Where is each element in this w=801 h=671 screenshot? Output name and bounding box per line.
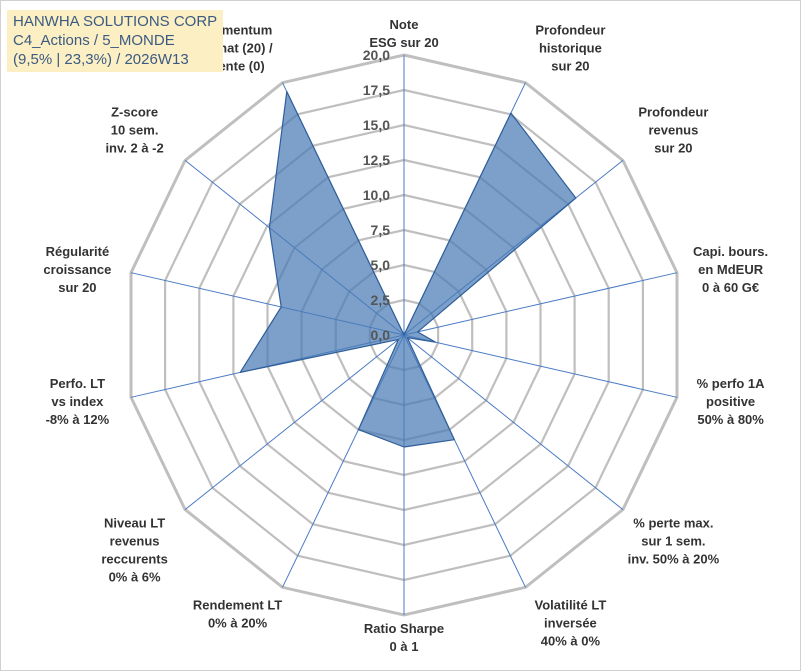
axis-label-layer: Note ESG sur 20 Profondeur historique sur 20… [43, 17, 768, 654]
tick-label-4: 10,0 [363, 187, 390, 203]
title-line-period: (9,5% | 23,3%) / 2026W13 [13, 51, 189, 68]
title-line-category: C4_Actions / 5_MONDE [13, 32, 175, 49]
axis-label-5-line-0: % perte max. [633, 516, 713, 531]
axis-label-5-line-2: inv. 50% à 20% [628, 552, 720, 567]
tick-label-3: 7,5 [371, 222, 391, 238]
axis-label-10-line-0: Perfo. LT [50, 376, 105, 391]
axis-label-2-line-2: sur 20 [654, 140, 692, 155]
axis-spoke-9 [184, 334, 405, 510]
title-box: HANWHA SOLUTIONS CORP C4_Actions / 5_MON… [7, 10, 224, 72]
title-line-company: HANWHA SOLUTIONS CORP [13, 13, 218, 30]
axis-label-3-line-1: en MdEUR [698, 262, 764, 277]
axis-label-12-line-2: inv. 2 à -2 [105, 140, 163, 155]
axis-label-3-line-0: Capi. bours. [693, 244, 768, 259]
axis-label-12-line-0: Z-score [111, 104, 158, 119]
tick-label-layer: 0,0 2,5 5,0 7,5 10,0 12,5 15,0 17,5 20,0 [363, 47, 390, 343]
axis-label-7-line-1: 0 à 1 [390, 639, 419, 654]
axis-label-12-line-1: 10 sem. [111, 122, 159, 137]
tick-label-6: 15,0 [363, 117, 390, 133]
tick-label-1: 2,5 [371, 292, 391, 308]
axis-label-8-line-1: 0% à 20% [208, 616, 268, 631]
axis-label-0-line-1: ESG sur 20 [369, 35, 438, 50]
axis-label-1-line-0: Profondeur [535, 22, 605, 37]
series-area-0 [239, 90, 577, 448]
axis-spoke-4 [403, 334, 678, 398]
tick-label-7: 17,5 [363, 82, 390, 98]
axis-label-4-line-0: % perfo 1A [697, 376, 766, 391]
axis-label-11-line-2: sur 20 [58, 280, 96, 295]
axis-label-6-line-0: Volatilité LT [535, 598, 607, 613]
axis-label-4-line-1: positive [706, 394, 755, 409]
axis-label-13-line-2: Vente (0) [211, 58, 265, 73]
axis-label-8-line-0: Rendement LT [193, 598, 282, 613]
axis-label-3-line-2: 0 à 60 G€ [702, 280, 759, 295]
axis-label-5-line-1: sur 1 sem. [641, 534, 705, 549]
axis-label-11-line-1: croissance [43, 262, 111, 277]
axis-label-9-line-2: reccurents [101, 552, 167, 567]
axis-label-6-line-1: inversée [544, 616, 597, 631]
axis-label-0-line-0: Note [390, 17, 419, 32]
axis-label-9-line-0: Niveau LT [104, 516, 165, 531]
axis-label-1-line-1: historique [539, 40, 602, 55]
series-layer [239, 90, 577, 448]
axis-label-1-line-2: sur 20 [551, 58, 589, 73]
axis-spoke-3 [403, 272, 678, 336]
axis-label-10-line-2: -8% à 12% [46, 412, 110, 427]
axis-label-2-line-1: revenus [648, 122, 698, 137]
axis-label-7-line-0: Ratio Sharpe [364, 621, 444, 636]
axis-label-10-line-1: vs index [51, 394, 104, 409]
axis-label-9-line-3: 0% à 6% [109, 570, 161, 585]
tick-label-0: 0,0 [371, 327, 391, 343]
axis-label-2-line-0: Profondeur [638, 104, 708, 119]
tick-label-2: 5,0 [371, 257, 391, 273]
tick-label-8: 20,0 [363, 47, 390, 63]
axis-label-4-line-2: 50% à 80% [697, 412, 764, 427]
axis-label-6-line-2: 40% à 0% [541, 634, 601, 649]
tick-label-5: 12,5 [363, 152, 390, 168]
axis-label-11-line-0: Régularité [46, 244, 110, 259]
axis-label-9-line-1: revenus [110, 534, 160, 549]
axis-spoke-5 [403, 334, 624, 510]
